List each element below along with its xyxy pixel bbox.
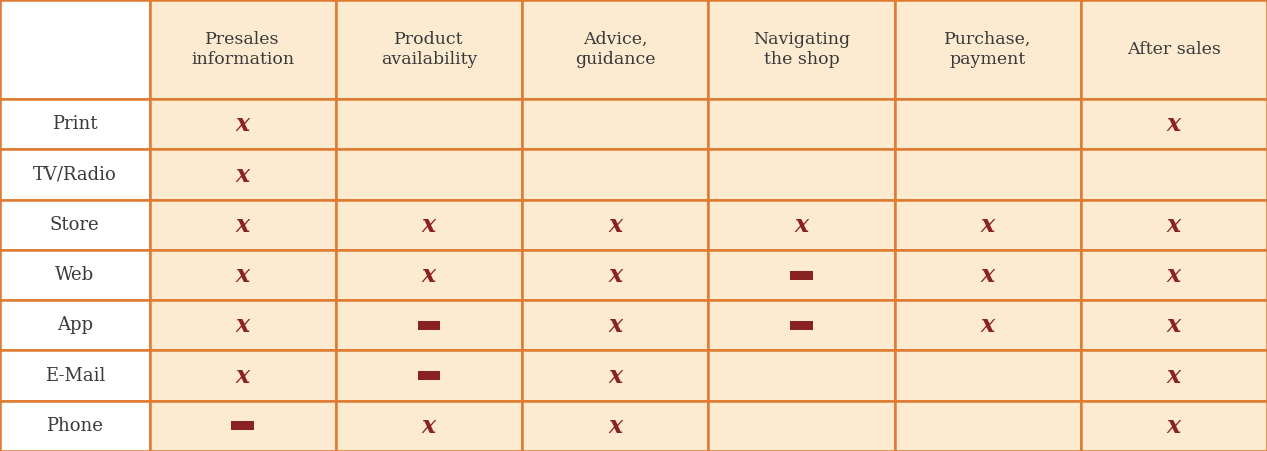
Bar: [522, 250, 708, 300]
Text: x: x: [236, 364, 250, 387]
Text: Print: Print: [52, 115, 98, 133]
Text: x: x: [608, 364, 622, 387]
Text: Advice,
guidance: Advice, guidance: [575, 31, 655, 68]
Bar: [791, 321, 812, 330]
Bar: [708, 300, 895, 350]
Text: x: x: [981, 263, 995, 287]
Bar: [522, 149, 708, 200]
Bar: [336, 401, 522, 451]
Text: x: x: [1167, 364, 1181, 387]
Bar: [895, 99, 1081, 149]
Bar: [336, 99, 522, 149]
Text: Presales
information: Presales information: [191, 31, 294, 68]
Bar: [150, 99, 336, 149]
Text: x: x: [422, 414, 436, 438]
Bar: [895, 350, 1081, 401]
Bar: [418, 371, 440, 380]
Text: Product
availability: Product availability: [380, 31, 478, 68]
Bar: [0, 401, 150, 451]
Bar: [708, 99, 895, 149]
Text: x: x: [1167, 263, 1181, 287]
Text: x: x: [608, 213, 622, 237]
Text: x: x: [1167, 313, 1181, 337]
Bar: [336, 250, 522, 300]
Bar: [522, 200, 708, 250]
Bar: [1081, 401, 1267, 451]
Text: x: x: [1167, 213, 1181, 237]
Bar: [0, 350, 150, 401]
Bar: [522, 300, 708, 350]
Bar: [232, 421, 253, 430]
Bar: [708, 401, 895, 451]
Text: x: x: [608, 313, 622, 337]
Bar: [418, 321, 440, 330]
Bar: [895, 149, 1081, 200]
Bar: [0, 200, 150, 250]
Bar: [150, 149, 336, 200]
Bar: [708, 149, 895, 200]
Bar: [895, 0, 1081, 99]
Bar: [1081, 99, 1267, 149]
Bar: [336, 200, 522, 250]
Bar: [895, 300, 1081, 350]
Text: App: App: [57, 316, 92, 334]
Bar: [150, 0, 336, 99]
Text: x: x: [1167, 112, 1181, 136]
Bar: [150, 300, 336, 350]
Text: After sales: After sales: [1126, 41, 1221, 58]
Bar: [1081, 0, 1267, 99]
Text: x: x: [236, 163, 250, 187]
Text: x: x: [422, 213, 436, 237]
Bar: [0, 250, 150, 300]
Bar: [336, 149, 522, 200]
Bar: [0, 99, 150, 149]
Bar: [708, 350, 895, 401]
Bar: [895, 250, 1081, 300]
Text: Phone: Phone: [47, 417, 103, 435]
Bar: [336, 0, 522, 99]
Bar: [0, 300, 150, 350]
Text: x: x: [608, 414, 622, 438]
Bar: [336, 350, 522, 401]
Bar: [895, 200, 1081, 250]
Text: x: x: [236, 263, 250, 287]
Text: Store: Store: [49, 216, 100, 234]
Bar: [1081, 300, 1267, 350]
Text: x: x: [1167, 414, 1181, 438]
Bar: [522, 401, 708, 451]
Text: x: x: [794, 213, 808, 237]
Bar: [0, 149, 150, 200]
Text: x: x: [236, 112, 250, 136]
Bar: [708, 200, 895, 250]
Text: x: x: [981, 213, 995, 237]
Bar: [0, 0, 150, 99]
Bar: [150, 350, 336, 401]
Text: TV/Radio: TV/Radio: [33, 166, 117, 184]
Bar: [150, 401, 336, 451]
Bar: [150, 200, 336, 250]
Text: x: x: [981, 313, 995, 337]
Bar: [522, 0, 708, 99]
Bar: [708, 250, 895, 300]
Bar: [1081, 250, 1267, 300]
Text: Navigating
the shop: Navigating the shop: [753, 31, 850, 68]
Text: x: x: [236, 313, 250, 337]
Bar: [522, 99, 708, 149]
Text: x: x: [608, 263, 622, 287]
Bar: [708, 0, 895, 99]
Bar: [1081, 200, 1267, 250]
Bar: [336, 300, 522, 350]
Text: x: x: [236, 213, 250, 237]
Bar: [1081, 350, 1267, 401]
Text: x: x: [422, 263, 436, 287]
Text: Purchase,
payment: Purchase, payment: [944, 31, 1031, 68]
Bar: [895, 401, 1081, 451]
Bar: [791, 271, 812, 280]
Bar: [522, 350, 708, 401]
Bar: [1081, 149, 1267, 200]
Bar: [150, 250, 336, 300]
Text: Web: Web: [56, 266, 94, 284]
Text: E-Mail: E-Mail: [44, 367, 105, 385]
